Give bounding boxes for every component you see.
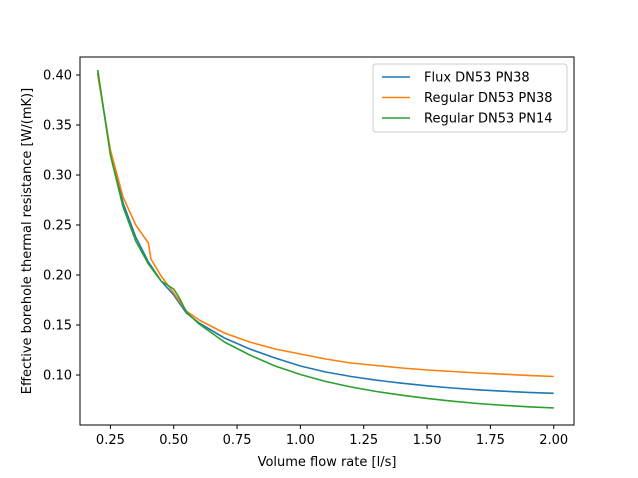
legend-box [372,63,568,133]
legend-label-3: Regular DN53 PN14 [424,112,553,127]
x-axis: 0.25 0.50 0.75 1.00 1.25 1.50 1.75 2.00 [96,425,568,448]
y-tick-label: 0.10 [43,369,72,384]
legend: Flux DN53 PN38 Regular DN53 PN38 Regular D… [372,63,568,133]
y-tick-label: 0.40 [43,69,72,84]
x-axis-label: Volume flow rate [l/s] [258,455,397,470]
y-axis-label: Effective borehole thermal resistance [W… [20,88,35,394]
x-tick-label: 0.25 [96,433,125,448]
y-tick-label: 0.15 [43,319,72,334]
y-tick-label: 0.30 [43,169,72,184]
x-tick-label: 1.75 [476,433,505,448]
x-tick-label: 2.00 [539,433,568,448]
series-line-3 [96,69,554,409]
y-tick-label: 0.20 [43,269,72,284]
y-axis: 0.10 0.15 0.20 0.25 0.30 0.35 0.40 [43,69,80,384]
y-tick-label: 0.35 [43,119,72,134]
series-line-1 [96,72,554,395]
series-line-2 [96,74,554,378]
x-tick-label: 0.50 [159,433,188,448]
x-tick-label: 1.25 [349,433,378,448]
x-tick-label: 1.50 [413,433,442,448]
legend-label-2: Regular DN53 PN38 [424,91,553,106]
series-layer [96,69,554,409]
x-tick-label: 1.00 [286,433,315,448]
plot-frame [79,56,575,426]
legend-label-1: Flux DN53 PN38 [424,71,530,86]
x-tick-label: 0.75 [223,433,252,448]
y-tick-label: 0.25 [43,219,72,234]
